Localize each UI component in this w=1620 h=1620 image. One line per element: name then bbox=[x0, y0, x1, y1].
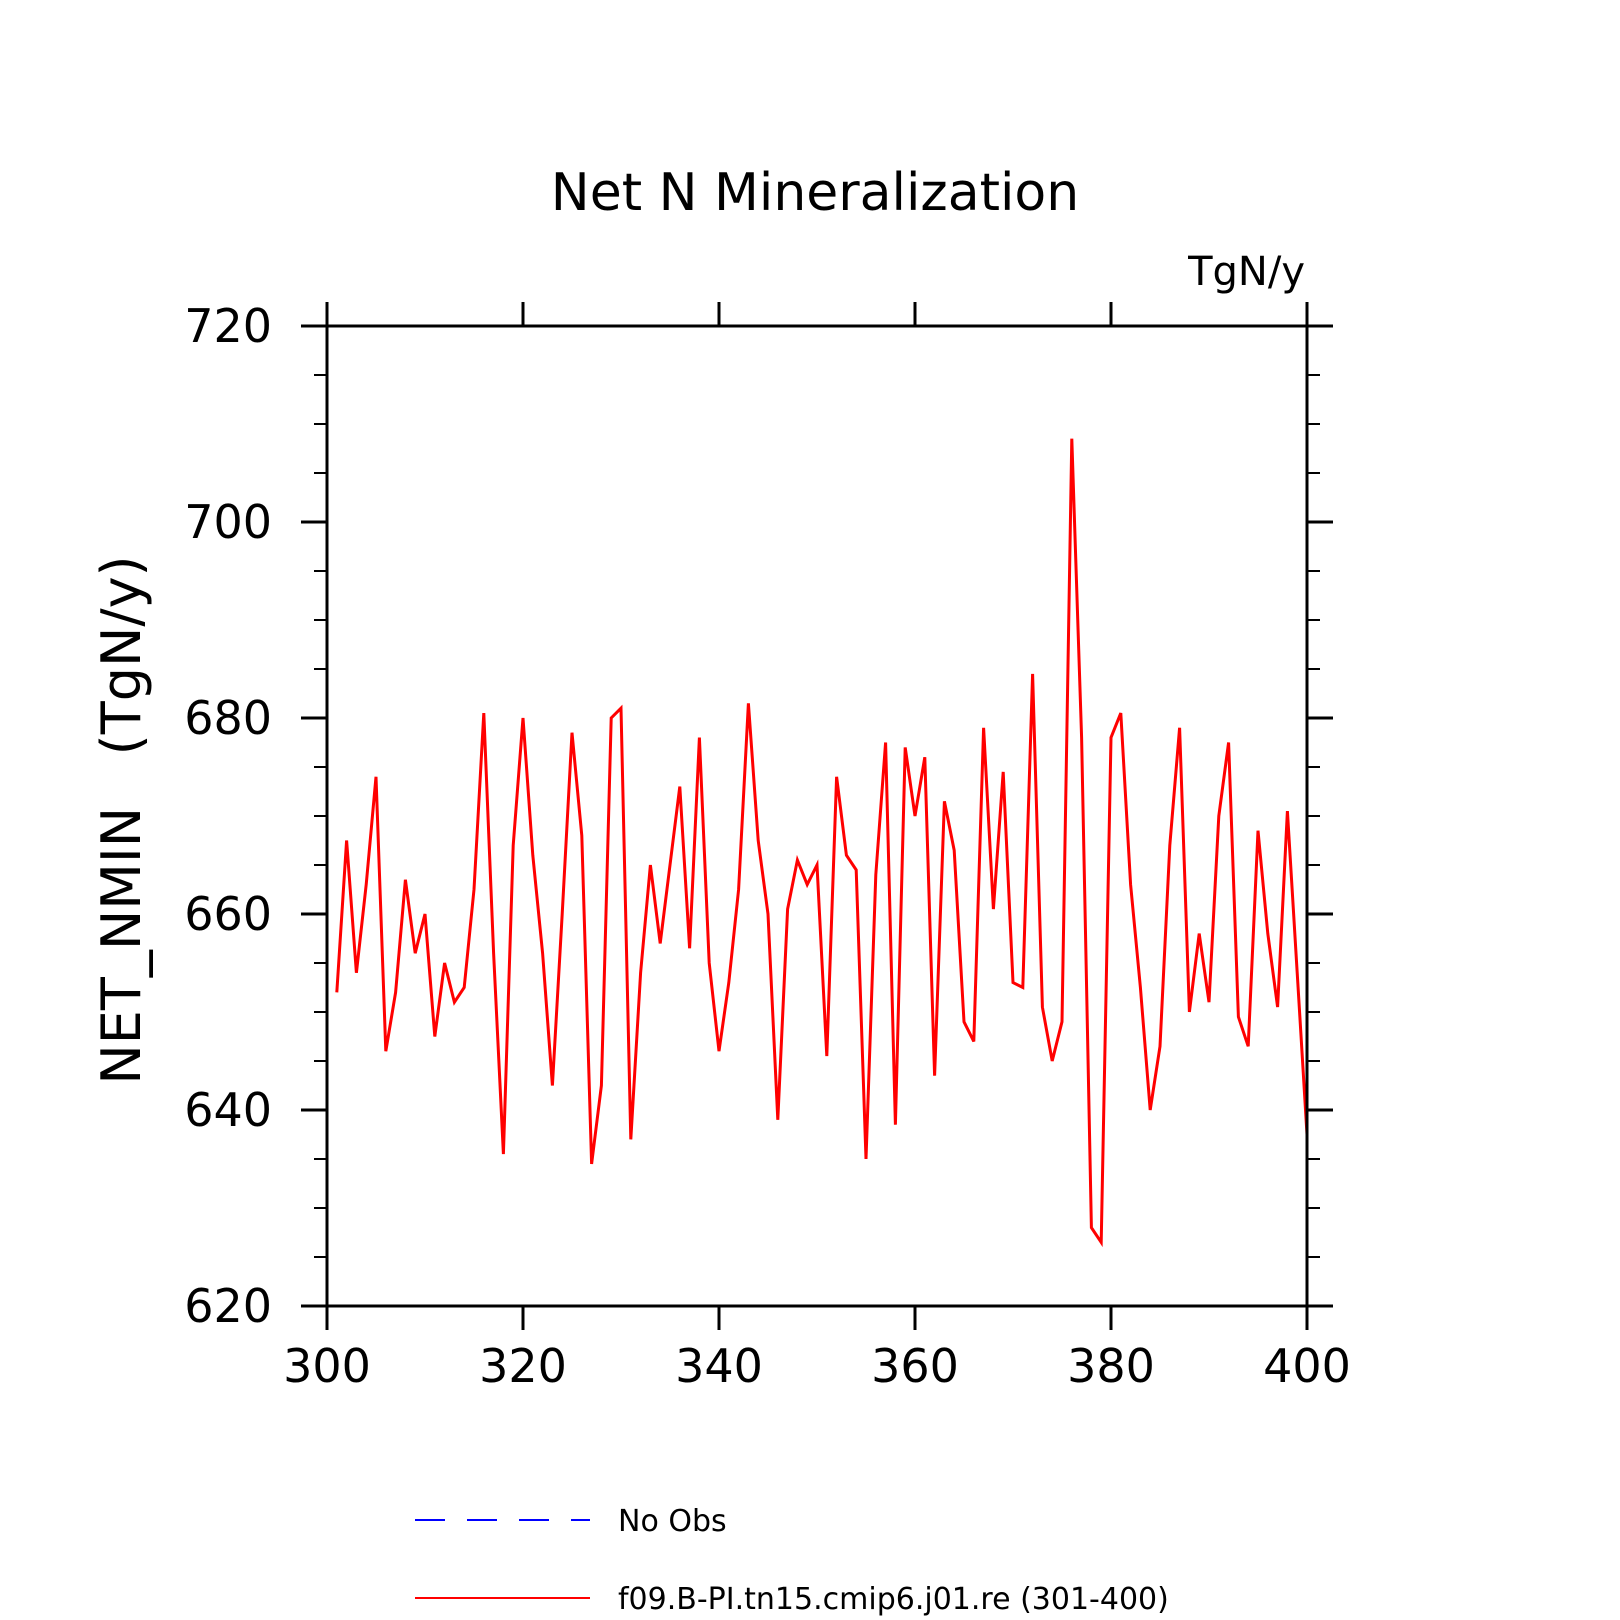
series-lines bbox=[335, 438, 1309, 1248]
y-tick-label: 620 bbox=[184, 1279, 272, 1333]
x-tick-label: 300 bbox=[283, 1339, 371, 1393]
y-tick-label: 700 bbox=[184, 495, 272, 549]
x-tick-label: 320 bbox=[479, 1339, 567, 1393]
x-tick-label: 360 bbox=[871, 1339, 959, 1393]
y-tick-label: 640 bbox=[184, 1083, 272, 1137]
plot-frame bbox=[325, 324, 1309, 1308]
x-tick-label: 380 bbox=[1067, 1339, 1155, 1393]
y-tick-label: 660 bbox=[184, 887, 272, 941]
y-tick-label: 680 bbox=[184, 691, 272, 745]
legend-label-no-obs: No Obs bbox=[618, 1504, 727, 1539]
y-tick-label: 720 bbox=[184, 299, 272, 353]
series-line-1 bbox=[335, 438, 1309, 1248]
legend-label-model-run: f09.B-PI.tn15.cmip6.j01.re (301-400) bbox=[618, 1582, 1169, 1617]
axis-ticks bbox=[301, 302, 1333, 1330]
chart-title: Net N Mineralization bbox=[551, 163, 1079, 223]
x-tick-label: 400 bbox=[1263, 1339, 1351, 1393]
units-label: TgN/y bbox=[1187, 249, 1305, 295]
legend: No Obs f09.B-PI.tn15.cmip6.j01.re (301-4… bbox=[415, 1504, 1169, 1617]
y-axis-label: NET_NMIN (TgN/y) bbox=[90, 555, 153, 1084]
x-tick-label: 340 bbox=[675, 1339, 763, 1393]
axis-tick-labels: 300 320 340 360 380 400 620 640 660 680 700 720 bbox=[184, 299, 1351, 1393]
